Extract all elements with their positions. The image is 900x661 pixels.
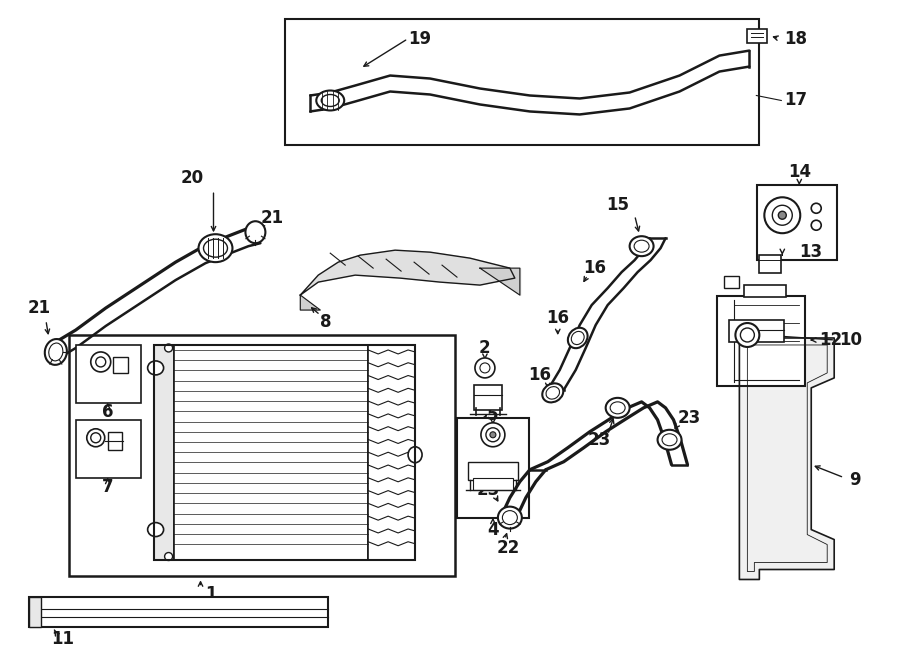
Ellipse shape — [321, 95, 339, 106]
Text: 9: 9 — [850, 471, 860, 488]
Text: 16: 16 — [528, 366, 552, 384]
Ellipse shape — [572, 331, 584, 344]
Text: 13: 13 — [799, 243, 823, 261]
Text: 23: 23 — [588, 431, 611, 449]
Text: 18: 18 — [784, 30, 807, 48]
Circle shape — [95, 357, 105, 367]
Polygon shape — [740, 338, 834, 580]
Bar — [724, 276, 740, 288]
Circle shape — [86, 429, 104, 447]
Ellipse shape — [498, 506, 522, 529]
Text: 16: 16 — [583, 259, 607, 277]
Bar — [29, 598, 40, 627]
Bar — [468, 462, 518, 480]
Circle shape — [772, 206, 792, 225]
Circle shape — [480, 363, 490, 373]
Circle shape — [475, 358, 495, 378]
Bar — [368, 345, 415, 559]
Ellipse shape — [658, 430, 681, 449]
Circle shape — [91, 352, 111, 372]
Text: 21: 21 — [261, 210, 284, 227]
Ellipse shape — [634, 240, 649, 252]
Text: 15: 15 — [606, 196, 629, 214]
Bar — [744, 285, 787, 297]
Bar — [474, 385, 502, 410]
Ellipse shape — [546, 387, 560, 399]
Text: 17: 17 — [784, 91, 807, 110]
Polygon shape — [301, 250, 515, 295]
Circle shape — [811, 204, 821, 214]
Bar — [285, 19, 760, 145]
Bar — [76, 420, 140, 478]
Text: 23: 23 — [476, 481, 500, 498]
Ellipse shape — [45, 339, 67, 365]
Polygon shape — [301, 295, 320, 310]
Circle shape — [481, 423, 505, 447]
Text: 14: 14 — [788, 163, 811, 181]
Ellipse shape — [148, 361, 164, 375]
Ellipse shape — [502, 510, 518, 525]
Text: 2: 2 — [479, 339, 490, 357]
Ellipse shape — [199, 234, 232, 262]
Bar — [154, 345, 174, 559]
Ellipse shape — [408, 447, 422, 463]
Circle shape — [91, 433, 101, 443]
Text: 5: 5 — [487, 406, 499, 424]
Bar — [760, 255, 781, 273]
Text: 10: 10 — [839, 331, 862, 349]
Ellipse shape — [662, 434, 677, 446]
Ellipse shape — [148, 523, 164, 537]
Circle shape — [741, 328, 754, 342]
Bar — [473, 478, 513, 490]
Text: 3: 3 — [479, 416, 490, 434]
Text: 16: 16 — [546, 309, 570, 327]
Ellipse shape — [316, 91, 344, 110]
Text: 4: 4 — [487, 521, 499, 539]
Text: 1: 1 — [205, 586, 216, 603]
Ellipse shape — [203, 239, 228, 257]
Polygon shape — [480, 268, 520, 295]
Text: 8: 8 — [320, 313, 331, 331]
Bar — [729, 320, 784, 342]
Bar — [457, 418, 529, 518]
Bar — [68, 335, 455, 576]
Text: 23: 23 — [678, 408, 701, 427]
Text: 22: 22 — [496, 539, 519, 557]
Ellipse shape — [165, 344, 173, 352]
Bar — [112, 357, 128, 373]
Circle shape — [735, 323, 760, 347]
Ellipse shape — [568, 328, 588, 348]
Text: 21: 21 — [27, 299, 50, 317]
Text: 6: 6 — [102, 403, 113, 421]
Text: 20: 20 — [181, 169, 204, 187]
Bar — [717, 296, 806, 386]
Ellipse shape — [165, 553, 173, 561]
Text: 7: 7 — [102, 478, 113, 496]
Circle shape — [778, 212, 787, 219]
Bar — [154, 345, 415, 559]
Circle shape — [811, 220, 821, 230]
Ellipse shape — [49, 343, 63, 361]
Bar — [108, 432, 122, 449]
Bar — [758, 185, 837, 260]
Circle shape — [490, 432, 496, 438]
Ellipse shape — [610, 402, 626, 414]
Ellipse shape — [543, 383, 563, 403]
Bar — [29, 598, 328, 627]
Ellipse shape — [630, 236, 653, 256]
Text: 11: 11 — [51, 631, 75, 648]
Bar — [747, 28, 768, 42]
Ellipse shape — [246, 221, 266, 243]
Text: 19: 19 — [409, 30, 432, 48]
Bar — [174, 345, 368, 559]
Text: 12: 12 — [819, 331, 842, 349]
Circle shape — [486, 428, 500, 442]
Bar — [76, 345, 140, 403]
Ellipse shape — [606, 398, 630, 418]
Circle shape — [764, 197, 800, 233]
